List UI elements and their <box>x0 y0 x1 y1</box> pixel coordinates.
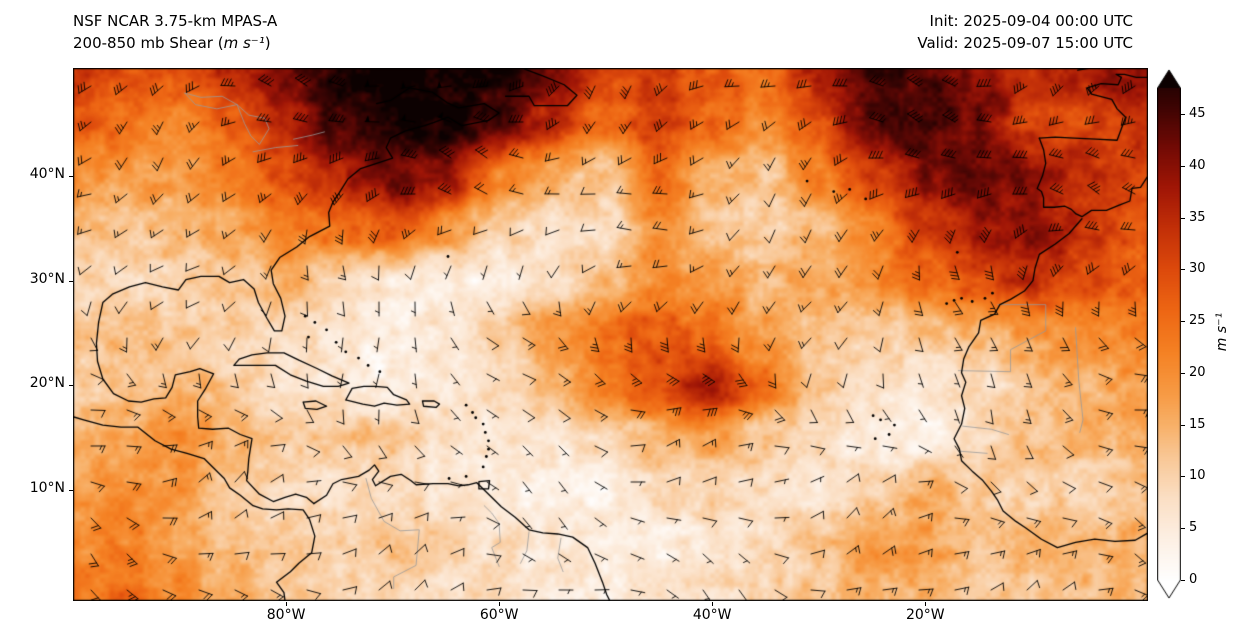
shear-map-canvas <box>73 68 1148 601</box>
colorbar-tick-label: 20 <box>1189 364 1206 380</box>
field-name: 200-850 mb Shear (m s⁻¹) <box>73 32 277 54</box>
run-info: Init: 2025-09-04 00:00 UTC Valid: 2025-0… <box>917 10 1133 54</box>
x-tick-mark <box>712 602 714 606</box>
field-name-suffix: ) <box>264 34 271 52</box>
x-tick-mark <box>925 602 927 606</box>
colorbar-tick-mark <box>1181 269 1185 271</box>
init-time: Init: 2025-09-04 00:00 UTC <box>929 12 1133 30</box>
colorbar-tick-mark <box>1181 580 1185 581</box>
colorbar-tick-label: 45 <box>1189 105 1206 121</box>
field-name-prefix: 200-850 mb Shear ( <box>73 34 224 52</box>
colorbar-tick-label: 5 <box>1189 520 1198 536</box>
field-units: m s⁻¹ <box>223 34 265 52</box>
y-tick-mark <box>69 280 73 282</box>
colorbar-tick-label: 35 <box>1189 209 1206 225</box>
y-tick-label: 40°N <box>29 165 65 182</box>
colorbar-tick-label: 15 <box>1189 416 1206 432</box>
y-tick-label: 30°N <box>29 270 65 287</box>
colorbar-tick-label: 10 <box>1189 468 1206 484</box>
y-tick-label: 20°N <box>29 375 65 392</box>
model-name: NSF NCAR 3.75-km MPAS-A <box>73 12 278 30</box>
x-tick-label: 80°W <box>266 607 306 623</box>
x-tick-mark <box>499 602 501 606</box>
x-tick-label: 20°W <box>905 607 945 623</box>
colorbar-tick-mark <box>1181 528 1185 530</box>
colorbar-tick-label: 40 <box>1189 157 1206 173</box>
x-tick-mark <box>286 602 288 606</box>
plot-title: NSF NCAR 3.75-km MPAS-A 200-850 mb Shear… <box>73 10 277 54</box>
y-tick-mark <box>69 490 73 491</box>
colorbar-tick-mark <box>1181 113 1185 115</box>
x-tick-label: 60°W <box>479 607 519 623</box>
colorbar-label: m s⁻¹ <box>1214 312 1230 352</box>
y-tick-mark <box>69 385 73 387</box>
colorbar-tick-mark <box>1181 476 1185 478</box>
colorbar-tick-label: 25 <box>1189 313 1206 329</box>
colorbar-tick-label: 0 <box>1189 572 1198 587</box>
y-tick-label: 10°N <box>29 480 65 496</box>
colorbar-tick-label: 30 <box>1189 261 1206 277</box>
colorbar-tick-mark <box>1181 372 1185 374</box>
colorbar <box>1157 68 1181 601</box>
colorbar-tick-mark <box>1181 165 1185 167</box>
y-tick-mark <box>69 175 73 177</box>
colorbar-tick-mark <box>1181 424 1185 426</box>
colorbar-tick-mark <box>1181 321 1185 323</box>
colorbar-tick-mark <box>1181 217 1185 219</box>
valid-time: Valid: 2025-09-07 15:00 UTC <box>917 34 1133 52</box>
x-tick-label: 40°W <box>692 607 732 623</box>
